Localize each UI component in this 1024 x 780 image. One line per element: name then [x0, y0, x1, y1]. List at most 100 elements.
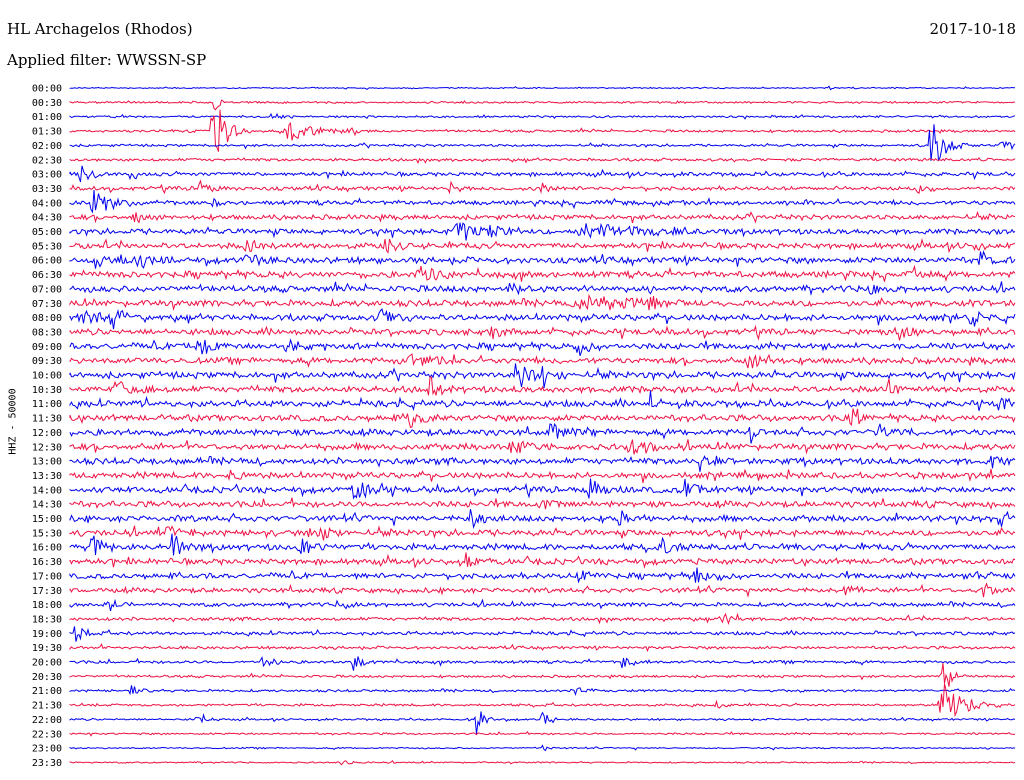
trace-row-0	[69, 85, 1016, 91]
trace-row-25	[69, 439, 1016, 455]
time-tick-label: 14:30	[32, 500, 62, 511]
trace-row-6	[69, 165, 1016, 183]
time-tick-label: 20:00	[32, 658, 62, 669]
trace-row-4	[69, 124, 1016, 162]
filter-label: Applied filter: WWSSN-SP	[7, 51, 207, 69]
time-tick-label: 11:00	[32, 399, 62, 410]
trace-row-36	[69, 598, 1016, 612]
time-tick-label: 03:00	[32, 170, 62, 181]
trace-row-2	[69, 112, 1016, 120]
trace-row-29	[69, 497, 1016, 510]
trace-row-19	[69, 353, 1016, 369]
time-tick-label: 23:00	[32, 744, 62, 755]
trace-row-22	[69, 390, 1016, 412]
trace-row-33	[69, 552, 1016, 569]
time-tick-label: 17:00	[32, 571, 62, 582]
time-tick-label: 01:30	[32, 127, 62, 138]
trace-row-24	[69, 422, 1016, 444]
time-tick-label: 19:30	[32, 643, 62, 654]
time-tick-label: 15:30	[32, 528, 62, 539]
time-tick-label: 00:00	[32, 84, 62, 95]
trace-row-30	[69, 509, 1016, 530]
trace-row-9	[69, 210, 1016, 224]
time-tick-label: 05:00	[32, 227, 62, 238]
time-tick-label: 02:00	[32, 141, 62, 152]
trace-row-11	[69, 238, 1016, 254]
trace-row-28	[69, 478, 1016, 500]
trace-row-20	[69, 363, 1016, 389]
time-tick-label: 00:30	[32, 98, 62, 109]
trace-row-12	[69, 250, 1016, 269]
time-tick-label: 04:00	[32, 198, 62, 209]
trace-row-47	[69, 760, 1016, 766]
time-tick-label: 07:00	[32, 284, 62, 295]
station-title: HL Archagelos (Rhodos)	[7, 20, 193, 38]
time-tick-label: 09:30	[32, 356, 62, 367]
time-tick-label: 10:30	[32, 385, 62, 396]
trace-row-45	[69, 730, 1016, 737]
trace-row-38	[69, 626, 1016, 642]
time-tick-label: 16:00	[32, 543, 62, 554]
trace-row-27	[69, 468, 1016, 483]
time-tick-label: 20:30	[32, 672, 62, 683]
time-tick-label: 11:30	[32, 414, 62, 425]
time-tick-label: 09:00	[32, 342, 62, 353]
time-tick-label: 22:30	[32, 729, 62, 740]
time-tick-label: 16:30	[32, 557, 62, 568]
trace-row-46	[69, 744, 1016, 752]
time-tick-label: 19:00	[32, 629, 62, 640]
time-tick-label: 12:00	[32, 428, 62, 439]
trace-row-18	[69, 338, 1016, 356]
trace-row-37	[69, 612, 1016, 626]
trace-row-23	[69, 408, 1016, 429]
trace-row-40	[69, 656, 1016, 671]
time-tick-label: 18:00	[32, 600, 62, 611]
time-tick-label: 12:30	[32, 442, 62, 453]
time-tick-label: 22:00	[32, 715, 62, 726]
trace-row-16	[69, 308, 1016, 330]
time-tick-label: 13:30	[32, 471, 62, 482]
time-tick-label: 04:30	[32, 213, 62, 224]
trace-row-44	[69, 711, 1016, 734]
time-tick-label: 21:00	[32, 686, 62, 697]
time-tick-label: 15:00	[32, 514, 62, 525]
time-tick-label: 10:00	[32, 371, 62, 382]
trace-row-26	[69, 455, 1016, 472]
time-tick-label: 01:00	[32, 112, 62, 123]
time-tick-label: 06:00	[32, 256, 62, 267]
date-label: 2017-10-18	[929, 20, 1016, 38]
trace-row-10	[69, 222, 1016, 241]
trace-row-32	[69, 533, 1016, 556]
trace-row-15	[69, 293, 1016, 312]
trace-row-17	[69, 324, 1016, 341]
trace-row-21	[69, 376, 1016, 396]
time-tick-label: 23:30	[32, 758, 62, 769]
time-tick-label: 21:30	[32, 701, 62, 712]
time-tick-label: 13:00	[32, 457, 62, 468]
trace-row-35	[69, 582, 1016, 598]
time-tick-label: 07:30	[32, 299, 62, 310]
trace-row-42	[69, 685, 1016, 697]
time-tick-label: 08:30	[32, 327, 62, 338]
trace-row-41	[69, 663, 1016, 687]
trace-row-7	[69, 179, 1016, 195]
trace-row-13	[69, 264, 1016, 283]
trace-row-39	[69, 643, 1016, 653]
time-tick-label: 18:30	[32, 614, 62, 625]
time-tick-label: 03:30	[32, 184, 62, 195]
trace-row-43	[69, 683, 1016, 718]
time-tick-label: 06:30	[32, 270, 62, 281]
time-tick-label: 02:30	[32, 155, 62, 166]
trace-row-31	[69, 525, 1016, 541]
trace-row-1	[69, 99, 1016, 111]
time-tick-label: 17:30	[32, 586, 62, 597]
trace-row-8	[69, 189, 1016, 214]
time-tick-label: 14:00	[32, 485, 62, 496]
trace-row-14	[69, 281, 1016, 296]
trace-row-3	[69, 109, 1016, 152]
trace-row-34	[69, 567, 1016, 584]
time-tick-label: 05:30	[32, 241, 62, 252]
trace-row-5	[69, 156, 1016, 165]
time-tick-label: 08:00	[32, 313, 62, 324]
